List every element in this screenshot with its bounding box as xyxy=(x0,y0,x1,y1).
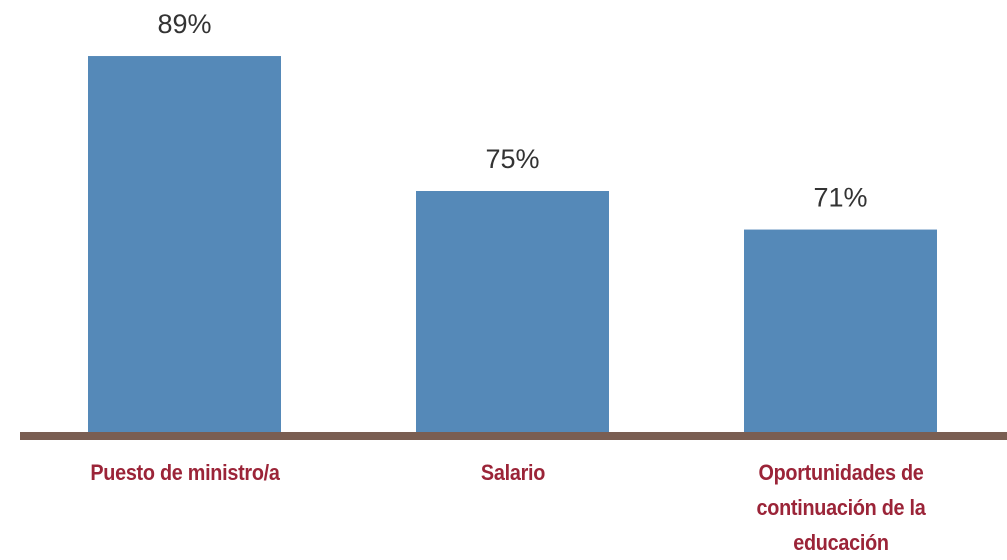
x-tick-label: Puesto de ministro/a xyxy=(89,460,280,485)
data-label: 71% xyxy=(813,183,867,213)
data-label: 89% xyxy=(157,9,211,39)
x-axis xyxy=(20,432,1007,440)
x-tick-label: Salario xyxy=(480,460,545,485)
bar xyxy=(744,229,937,432)
x-tick-label: Oportunidades de continuación de la educ… xyxy=(756,460,925,555)
data-label: 75% xyxy=(485,144,539,174)
bar xyxy=(416,191,609,432)
bar xyxy=(88,56,281,432)
